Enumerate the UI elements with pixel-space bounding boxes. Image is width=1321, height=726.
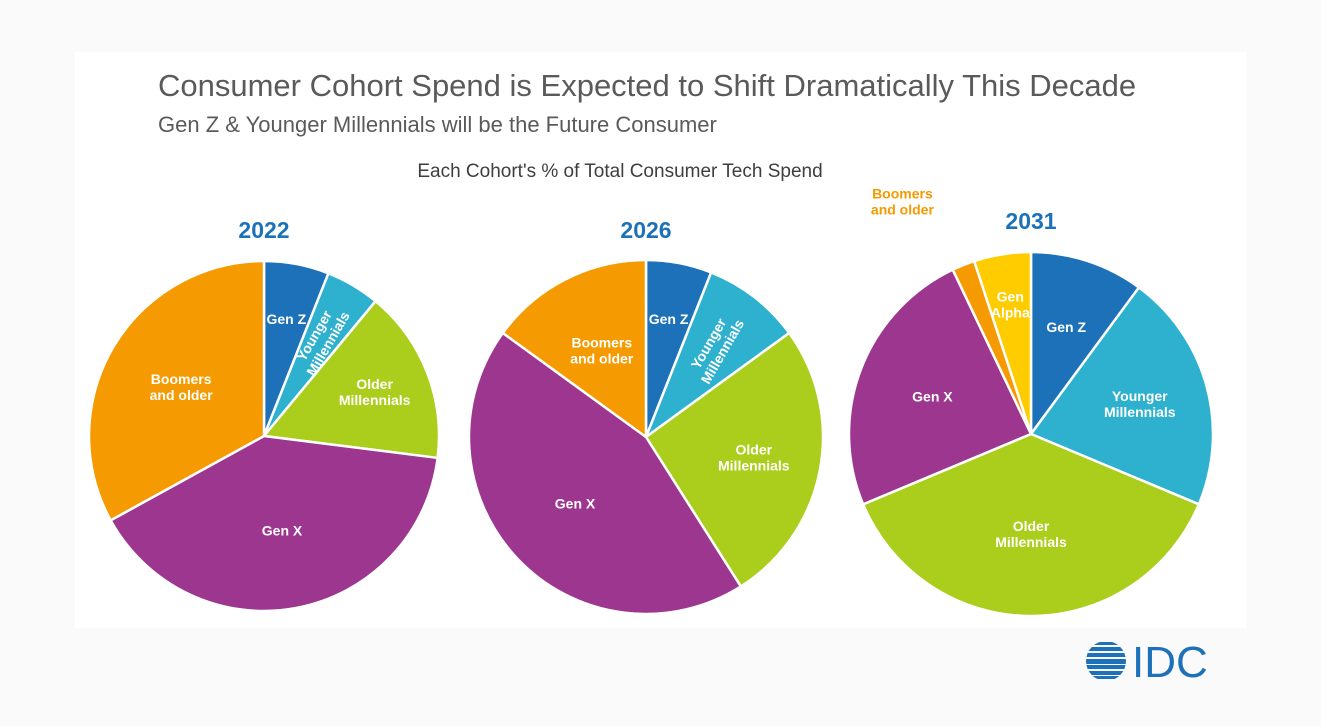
page-subtitle: Gen Z & Younger Millennials will be the … bbox=[158, 112, 717, 137]
pie-slice-label: Gen X bbox=[555, 496, 596, 512]
chart-heading: Each Cohort's % of Total Consumer Tech S… bbox=[417, 161, 823, 182]
pie-slice-gen-z bbox=[1029, 250, 1141, 436]
pie-slice-label: Older Millennials bbox=[339, 376, 411, 408]
pie-slice-label: Older Millennials bbox=[995, 518, 1067, 550]
pie-year-label: 2026 bbox=[620, 217, 671, 243]
pie-slice-younger-millennials bbox=[1029, 286, 1215, 506]
pie-slice-older-millennials bbox=[644, 331, 825, 588]
idc-logo: IDC bbox=[1086, 638, 1208, 684]
pie-slice-label: Gen Z bbox=[1046, 319, 1086, 335]
pie-slice-boomers-and-older bbox=[501, 258, 648, 439]
pie-slice-gen-alpha bbox=[972, 250, 1033, 436]
pie-slice-boomers-and-older bbox=[87, 259, 266, 522]
pie-slice-label: Boomers and older bbox=[871, 186, 935, 218]
pie-slice-label: Boomers and older bbox=[570, 334, 634, 366]
pie-year-label: 2022 bbox=[238, 217, 289, 243]
pie-slice-label: Boomers and older bbox=[150, 371, 214, 403]
pie-slice-older-millennials bbox=[262, 299, 441, 460]
pie-chart-2031: 2031 Gen Z Younger Millennials Older Millenni… bbox=[847, 186, 1215, 618]
idc-logo-text: IDC bbox=[1132, 638, 1208, 684]
pie-year-label: 2031 bbox=[1005, 208, 1056, 234]
pie-slice-label: Gen Alpha bbox=[991, 289, 1030, 321]
page-title: Consumer Cohort Spend is Expected to Shi… bbox=[158, 68, 1137, 103]
pie-slice-label: Gen X bbox=[912, 388, 953, 404]
pie-slice-gen-x bbox=[467, 331, 743, 616]
pie-slice-label: Older Millennials bbox=[718, 442, 790, 474]
pie-slice-label: Gen Z bbox=[649, 311, 689, 327]
pie-slice-gen-x bbox=[109, 434, 439, 613]
pie-slice-older-millennials bbox=[861, 432, 1201, 618]
pie-slice-label: Gen Z bbox=[266, 311, 306, 327]
pie-slice-label: Gen X bbox=[262, 523, 303, 539]
pie-slice-gen-x bbox=[847, 268, 1033, 506]
globe-icon bbox=[1086, 642, 1126, 679]
pie-slice-younger-millennials bbox=[644, 271, 791, 439]
